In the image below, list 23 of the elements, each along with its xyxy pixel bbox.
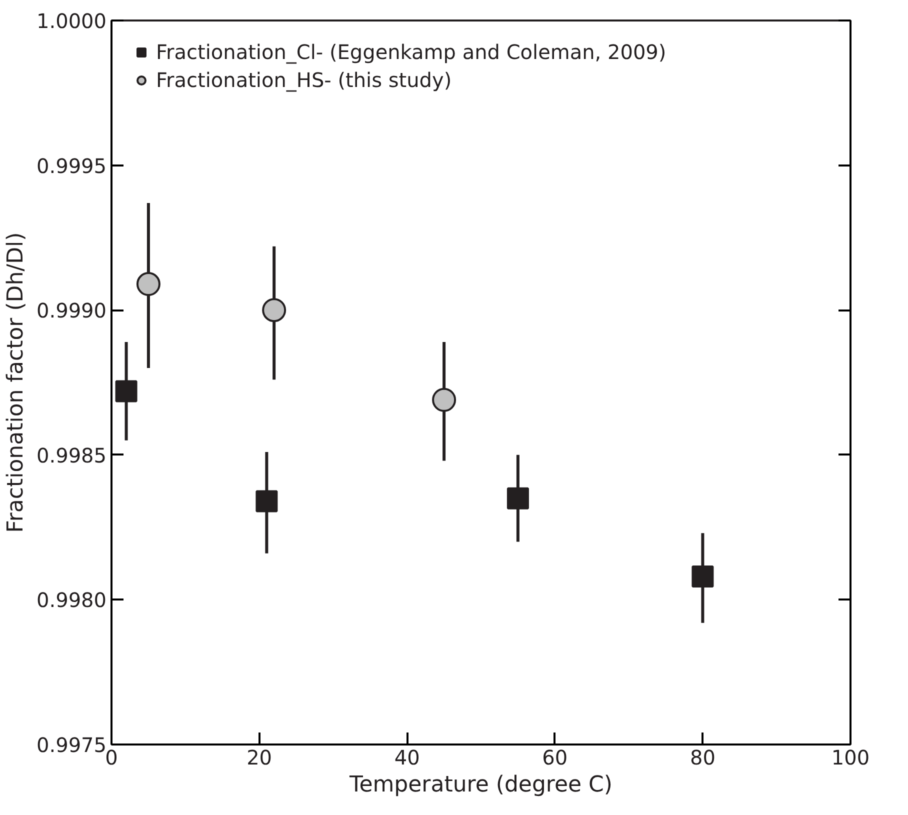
point [136,272,160,296]
point [256,490,278,512]
point [692,566,714,588]
legend-label: Fractionation_HS- (this study) [156,68,452,92]
y-tick-label: 0.9980 [36,588,107,612]
x-tick-label: 20 [246,746,272,770]
point [432,388,456,412]
y-tick-label: 0.9995 [36,154,107,178]
point [115,380,138,402]
x-axis-title: Temperature (degree C) [348,772,612,798]
point [506,487,529,510]
x-tick-label: 100 [831,746,870,770]
legend-label: Fractionation_Cl- (Eggenkamp and Coleman, 2009) [156,40,666,64]
x-tick-label: 0 [105,746,118,770]
y-tick-label: 0.9985 [36,443,107,468]
x-tick-label: 60 [542,746,568,770]
x-tick-label: 40 [394,746,420,770]
y-tick-label: 0.9975 [36,733,107,757]
y-tick-label: 0.9990 [36,298,107,323]
y-axis-title: Fractionation factor (Dh/Dl) [4,232,29,533]
point [262,298,286,322]
x-tick-label: 80 [690,746,716,770]
y-tick-label: 1.0000 [36,9,107,33]
